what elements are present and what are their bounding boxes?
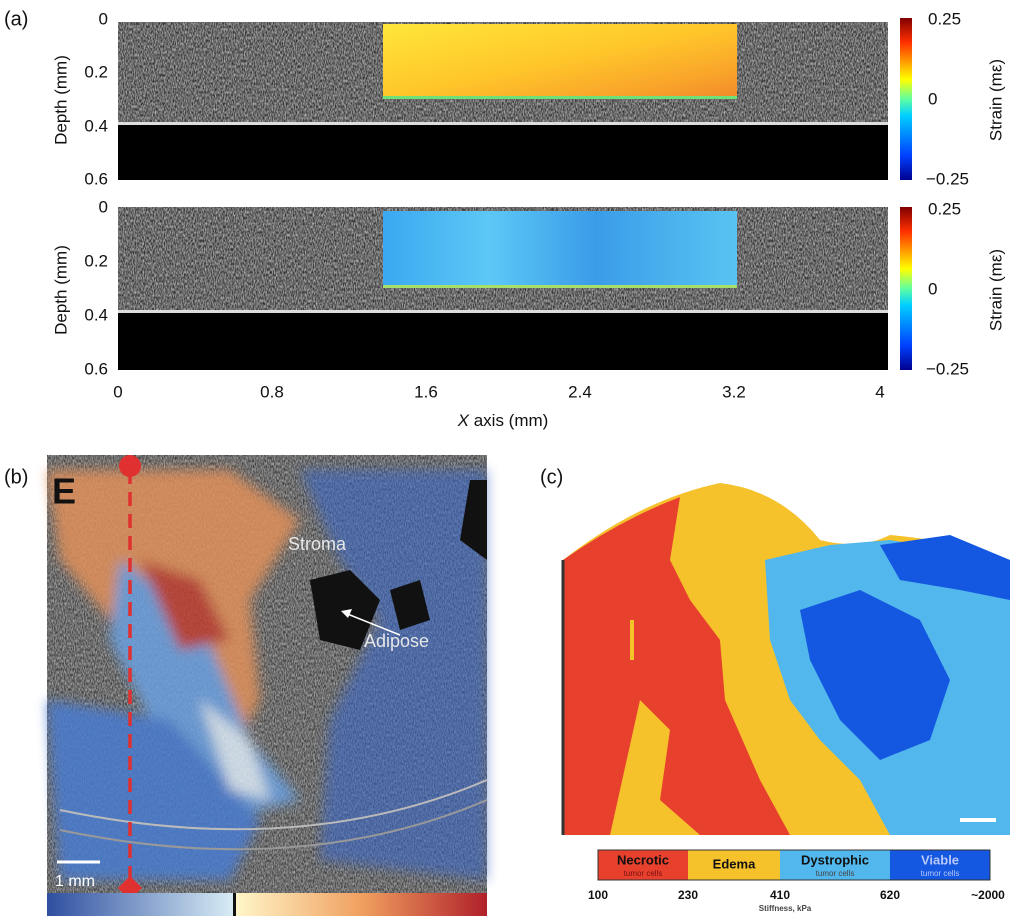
colorbar-label: Strain (mε) (986, 249, 1005, 331)
x-axis-label: X axis (mm) (457, 411, 549, 430)
y-tick-label: 0 (99, 9, 108, 28)
stiffness-legend (597, 849, 991, 881)
colorbar (900, 18, 912, 180)
legend-axis-label: Stiffness, kPa (759, 904, 812, 913)
legend-label: Viable (921, 852, 959, 867)
x-axis-label-var: X (457, 411, 470, 430)
colorbar (47, 893, 233, 916)
annotation-arrow (344, 612, 401, 636)
legend-label: Dystrophic (801, 852, 869, 867)
legend-label: Necrotic (617, 852, 669, 867)
x-axis-label-rest: axis (mm) (469, 411, 548, 430)
legend-tick-label: 100 (588, 888, 608, 902)
y-tick-label: 0.2 (84, 251, 108, 270)
legend-sub: tumor cells (624, 869, 663, 878)
y-tick-label: 0.6 (84, 169, 108, 188)
scale-bar-label: 1 mm (55, 873, 95, 890)
colorbar-label: Strain (mε) (986, 59, 1005, 141)
x-tick-label: 1.6 (414, 382, 438, 401)
colorbar (900, 207, 912, 370)
legend-tick-label: 230 (678, 888, 698, 902)
y-tick-label: 0.4 (84, 116, 108, 135)
legend-label: Edema (713, 856, 756, 871)
panel-label: (c) (540, 466, 563, 488)
x-tick-label: 3.2 (722, 382, 746, 401)
profile-start (119, 455, 141, 477)
y-tick-label: 0.4 (84, 305, 108, 324)
colorbar-tick-label: −0.25 (926, 359, 969, 378)
strain-overlay (383, 24, 737, 98)
legend-sub: tumor cells (921, 869, 960, 878)
annotation: Adipose (364, 631, 429, 651)
y-tick-label: 0.2 (84, 62, 108, 81)
colorbar-tick-label: 0 (928, 89, 937, 108)
y-axis-label: Depth (mm) (51, 245, 70, 335)
annotation: Stroma (288, 534, 347, 554)
inset-letter: E (52, 471, 76, 512)
x-tick-label: 0.8 (260, 382, 284, 401)
legend-tick-label: 410 (770, 888, 790, 902)
colorbar-divider (233, 893, 236, 916)
histology-image (47, 455, 488, 893)
legend-tick-label: ~2000 (971, 888, 1005, 902)
colorbar-tick-label: −0.25 (926, 169, 969, 188)
x-tick-label: 2.4 (568, 382, 592, 401)
colorbar-tick-label: 0.25 (928, 9, 961, 28)
x-tick-label: 4 (875, 382, 884, 401)
colorbar (236, 893, 487, 916)
y-axis-label: Depth (mm) (51, 55, 70, 145)
x-tick-label: 0 (113, 382, 122, 401)
panel-label: (a) (4, 8, 28, 30)
legend-tick-label: 620 (880, 888, 900, 902)
oct-image-bottom (118, 207, 888, 370)
strain-overlay (383, 211, 737, 287)
oct-image-top (118, 22, 888, 180)
arrow-head (341, 609, 352, 618)
stiffness-map (561, 483, 1010, 835)
colorbar-tick-label: 0 (928, 279, 937, 298)
colorbar-tick-label: 0.25 (928, 199, 961, 218)
y-tick-label: 0 (99, 197, 108, 216)
panel-label: (b) (4, 466, 28, 488)
y-tick-label: 0.6 (84, 359, 108, 378)
legend-sub: tumor cells (816, 869, 855, 878)
